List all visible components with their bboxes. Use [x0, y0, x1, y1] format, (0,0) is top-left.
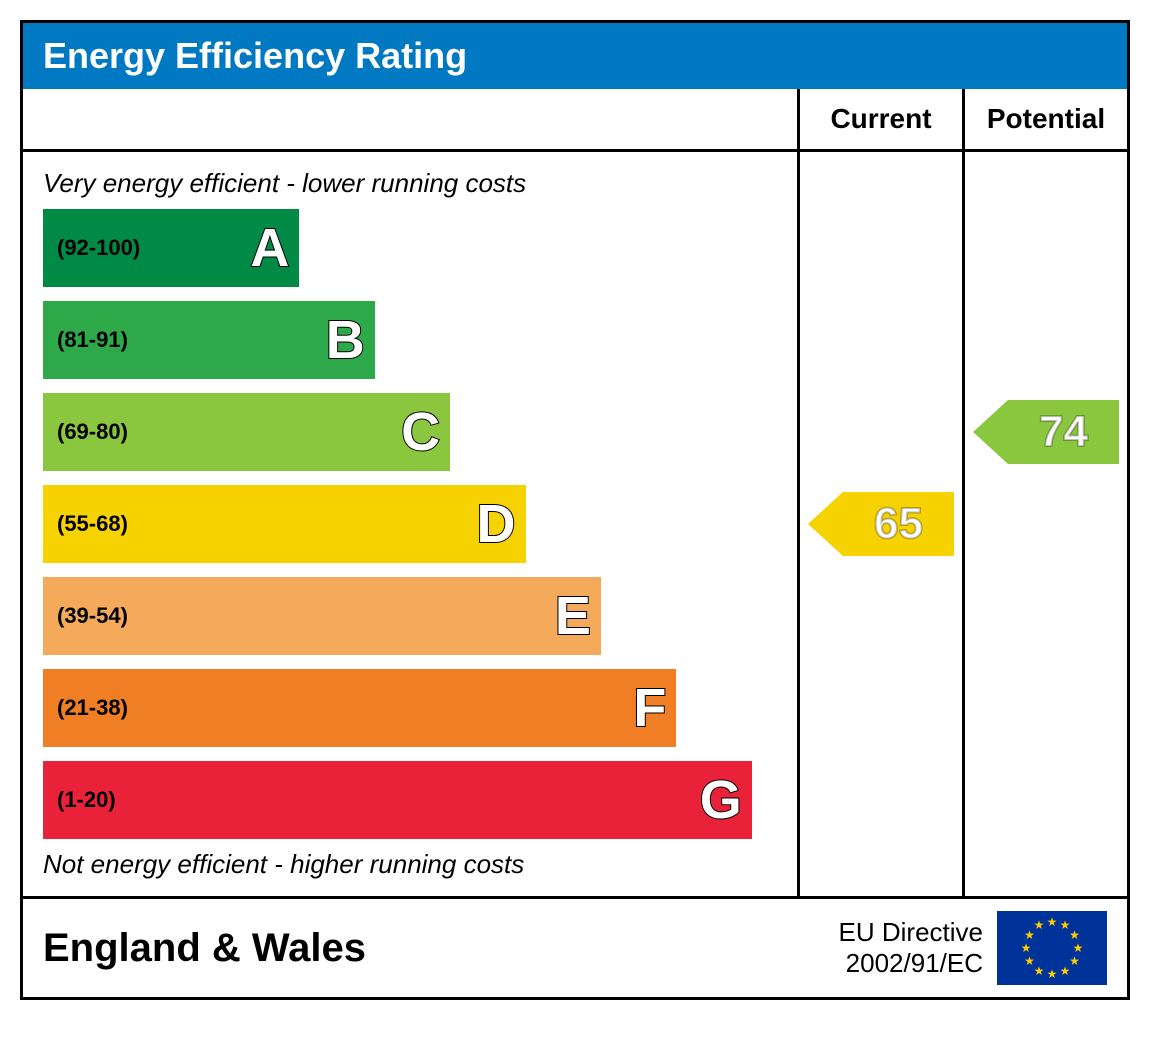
eu-star: ★	[1069, 928, 1080, 942]
band-letter-A: A	[250, 221, 289, 275]
eu-star: ★	[1034, 918, 1045, 932]
eu-star: ★	[1024, 954, 1035, 968]
chart-title: Energy Efficiency Rating	[43, 35, 467, 76]
band-range-D: (55-68)	[57, 511, 128, 537]
eu-stars: ★★★★★★★★★★★★	[1022, 918, 1082, 978]
band-bar-D: (55-68) D	[43, 485, 526, 563]
band-G: (1-20) G	[43, 761, 797, 839]
band-letter-C: C	[401, 405, 440, 459]
body-row: Very energy efficient - lower running co…	[23, 152, 1127, 899]
band-letter-B: B	[326, 313, 365, 367]
eu-star: ★	[1047, 915, 1058, 929]
band-bar-B: (81-91) B	[43, 301, 375, 379]
band-C: (69-80) C	[43, 393, 797, 471]
eu-flag-icon: ★★★★★★★★★★★★	[997, 911, 1107, 985]
band-letter-D: D	[477, 497, 516, 551]
bands-container: (92-100) A (81-91) B (69-80) C (55-68) D (39-54)…	[23, 209, 797, 839]
band-bar-C: (69-80) C	[43, 393, 450, 471]
band-D: (55-68) D	[43, 485, 797, 563]
column-current: 65	[797, 152, 962, 896]
band-A: (92-100) A	[43, 209, 797, 287]
eu-star: ★	[1060, 964, 1071, 978]
efficiency-label-bottom: Not energy efficient - higher running co…	[23, 839, 797, 884]
header-current: Current	[797, 89, 962, 149]
arrow-body-current: 65	[843, 492, 954, 556]
rating-arrow-current: 65	[808, 492, 954, 556]
band-bar-F: (21-38) F	[43, 669, 676, 747]
band-B: (81-91) B	[43, 301, 797, 379]
column-potential: 74	[962, 152, 1127, 896]
band-bar-E: (39-54) E	[43, 577, 601, 655]
title-bar: Energy Efficiency Rating	[23, 23, 1127, 89]
band-range-G: (1-20)	[57, 787, 116, 813]
band-letter-E: E	[555, 589, 591, 643]
rating-value-potential: 74	[1039, 407, 1088, 457]
epc-chart: Energy Efficiency Rating Current Potenti…	[20, 20, 1130, 1000]
eu-star: ★	[1034, 964, 1045, 978]
band-range-F: (21-38)	[57, 695, 128, 721]
band-E: (39-54) E	[43, 577, 797, 655]
header-row: Current Potential	[23, 89, 1127, 152]
band-bar-A: (92-100) A	[43, 209, 299, 287]
band-letter-F: F	[633, 681, 666, 735]
rating-arrow-potential: 74	[973, 400, 1119, 464]
chart-area: Very energy efficient - lower running co…	[23, 152, 797, 896]
band-letter-G: G	[700, 773, 742, 827]
directive-line1: EU Directive	[839, 917, 983, 948]
eu-star: ★	[1069, 954, 1080, 968]
arrow-body-potential: 74	[1008, 400, 1119, 464]
footer-row: England & Wales EU Directive 2002/91/EC …	[23, 899, 1127, 997]
band-range-E: (39-54)	[57, 603, 128, 629]
footer-region: England & Wales	[43, 926, 839, 971]
band-bar-G: (1-20) G	[43, 761, 752, 839]
directive-line2: 2002/91/EC	[839, 948, 983, 979]
band-range-A: (92-100)	[57, 235, 140, 261]
band-range-C: (69-80)	[57, 419, 128, 445]
header-spacer	[23, 89, 797, 149]
rating-value-current: 65	[874, 499, 923, 549]
arrow-tip-potential	[973, 400, 1008, 464]
eu-star: ★	[1047, 967, 1058, 981]
header-potential: Potential	[962, 89, 1127, 149]
footer-directive: EU Directive 2002/91/EC	[839, 917, 983, 979]
band-F: (21-38) F	[43, 669, 797, 747]
eu-star: ★	[1021, 941, 1032, 955]
arrow-tip-current	[808, 492, 843, 556]
band-range-B: (81-91)	[57, 327, 128, 353]
efficiency-label-top: Very energy efficient - lower running co…	[23, 164, 797, 209]
eu-star: ★	[1073, 941, 1084, 955]
